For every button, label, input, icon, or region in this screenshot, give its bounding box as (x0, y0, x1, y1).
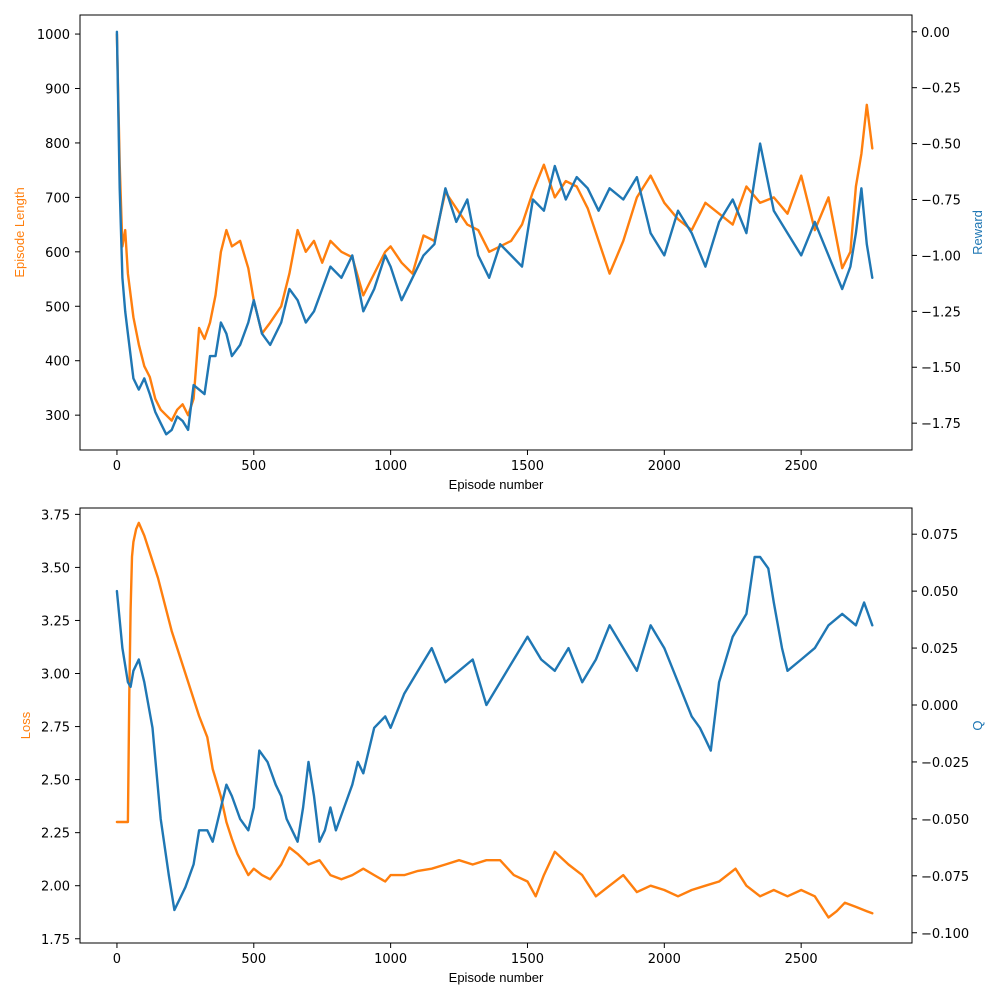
right-y-tick-label: −0.075 (921, 870, 969, 885)
x-tick-label: 2500 (785, 952, 818, 967)
series-line-q (115, 555, 874, 912)
x-tick-label: 500 (241, 952, 266, 967)
left-y-tick-label: 3.50 (41, 561, 70, 576)
right-y-tick-label: −0.100 (921, 927, 969, 942)
x-axis-title: Episode number (449, 970, 544, 985)
axes-frame (79, 507, 913, 944)
right-y-tick-label: 0.00 (921, 26, 950, 41)
right-y-tick-label: −0.75 (921, 194, 961, 209)
left-y-tick-label: 700 (45, 191, 70, 206)
x-axis-title: Episode number (449, 477, 544, 492)
right-y-tick-label: 0.075 (921, 528, 958, 543)
bottom-panel-loss-q: 0 500 1000 1500 2000 2500 1.75 2.00 2.25 2.50 2.75… (18, 507, 985, 985)
x-tick-label: 500 (241, 459, 266, 474)
right-y-tick-label: 0.000 (921, 699, 958, 714)
left-y-tick-label: 3.00 (41, 668, 70, 683)
right-y-tick-label: −1.00 (921, 249, 961, 264)
series-line-reward (115, 30, 874, 436)
right-y-tick-label: −1.50 (921, 361, 961, 376)
right-y-tick-label: −0.025 (921, 756, 969, 771)
right-y-axis-title: Q (970, 720, 985, 730)
left-y-axis-title: Episode Length (12, 187, 27, 277)
x-tick-label: 0 (113, 952, 121, 967)
right-y-tick-label: −0.50 (921, 138, 961, 153)
x-tick-label: 1000 (374, 459, 407, 474)
right-y-tick-label: −1.75 (921, 417, 961, 432)
x-tick-label: 1500 (511, 459, 544, 474)
left-y-tick-label: 3.25 (41, 614, 70, 629)
left-y-tick-label: 300 (45, 409, 70, 424)
top-panel-reward-length: 0 500 1000 1500 2000 2500 300 400 500 600 700 800 90… (12, 14, 985, 492)
right-y-tick-label: −0.050 (921, 813, 969, 828)
left-y-tick-label: 1000 (37, 28, 70, 43)
left-y-tick-label: 2.50 (41, 774, 70, 789)
x-tick-label: 2000 (648, 952, 681, 967)
x-tick-label: 1500 (511, 952, 544, 967)
x-tick-label: 2500 (785, 459, 818, 474)
left-y-tick-label: 2.75 (41, 721, 70, 736)
left-y-tick-label: 2.25 (41, 827, 70, 842)
left-y-tick-label: 800 (45, 137, 70, 152)
right-y-tick-label: 0.050 (921, 585, 958, 600)
axes-frame (79, 14, 913, 451)
right-y-tick-label: −1.25 (921, 305, 961, 320)
left-y-tick-label: 500 (45, 300, 70, 315)
x-tick-label: 1000 (374, 952, 407, 967)
series-line-episode-length (115, 32, 874, 422)
x-tick-label: 0 (113, 459, 121, 474)
left-y-tick-label: 2.00 (41, 880, 70, 895)
left-y-tick-label: 1.75 (41, 933, 70, 948)
series-line-loss (115, 521, 874, 919)
left-y-axis-title: Loss (18, 711, 33, 739)
right-y-axis-title: Reward (970, 210, 985, 255)
right-y-tick-label: 0.025 (921, 642, 958, 657)
left-y-tick-label: 400 (45, 355, 70, 370)
left-y-tick-label: 900 (45, 82, 70, 97)
left-y-tick-label: 3.75 (41, 508, 70, 523)
x-tick-label: 2000 (648, 459, 681, 474)
right-y-tick-label: −0.25 (921, 82, 961, 97)
left-y-tick-label: 600 (45, 246, 70, 261)
